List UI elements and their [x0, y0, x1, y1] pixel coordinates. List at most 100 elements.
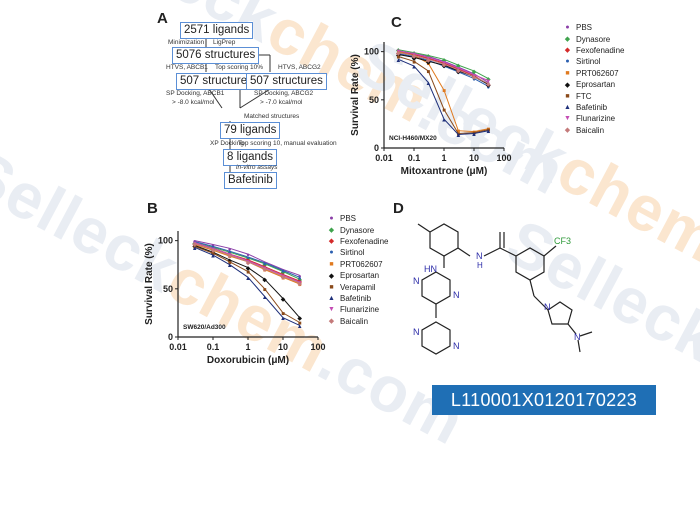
legend-marker: ■: [329, 260, 334, 268]
x-tick-label: 0.1: [207, 342, 220, 352]
data-point: ■: [263, 287, 267, 293]
legend-item: ▼ Flunarizine: [562, 113, 624, 124]
data-point: ●: [442, 65, 446, 71]
series-line: [398, 58, 489, 136]
data-point: ●: [298, 276, 302, 282]
data-point: ◆: [192, 242, 197, 248]
cell-line-label: SW620/Ad300: [183, 324, 226, 331]
data-point: ■: [457, 129, 461, 135]
legend-marker: ◆: [328, 227, 335, 235]
series-line: [398, 49, 489, 80]
legend-item: ◆ Fexofenadine: [562, 45, 625, 56]
data-point: ▲: [441, 118, 447, 124]
data-point: ▼: [297, 281, 303, 287]
data-point: ●: [298, 274, 302, 280]
data-point: ■: [263, 268, 267, 274]
legend-label: Eprosartan: [576, 80, 616, 90]
data-point: ◆: [262, 278, 267, 284]
series-line: [194, 246, 300, 326]
legend-label: PRT062607: [340, 259, 383, 269]
data-point: ■: [442, 108, 446, 114]
data-point: ▲: [262, 295, 268, 301]
legend-item: ◆ Baicalin: [562, 125, 624, 136]
data-point: ▲: [425, 81, 431, 87]
data-point: ■: [427, 62, 431, 68]
data-point: ■: [298, 321, 302, 327]
structure-label: HN: [424, 264, 437, 274]
flow-box: 8 ligands: [223, 149, 278, 166]
data-point: ▲: [280, 316, 286, 322]
flow-note: Matched structures: [244, 113, 300, 120]
data-point: ●: [487, 85, 491, 91]
legend-label: Flunarizine: [576, 114, 616, 124]
data-point: ▼: [395, 49, 401, 55]
data-point: ▲: [227, 263, 233, 269]
legend-label: Bafetinib: [340, 293, 372, 303]
structure-label: N: [453, 290, 460, 300]
structure-label: N: [413, 327, 420, 337]
y-tick-label: 100: [364, 47, 379, 57]
legend-label: Fexofenadine: [576, 45, 625, 55]
data-point: ■: [412, 60, 416, 66]
legend-item: ◆ Eprosartan: [326, 270, 388, 281]
data-point: ◆: [486, 77, 491, 83]
data-point: ◆: [396, 51, 401, 57]
series-line: [194, 242, 300, 280]
x-axis-label: Mitoxantrone (μM): [401, 166, 488, 177]
data-point: ◆: [426, 58, 431, 64]
panel-a-label: A: [157, 10, 168, 27]
data-point: ◆: [442, 58, 447, 64]
legend-marker: ●: [329, 215, 334, 223]
data-point: ▲: [411, 65, 417, 71]
series-line: [398, 53, 489, 87]
y-tick-label: 50: [369, 95, 379, 105]
legend-item: ▼ Flunarizine: [326, 304, 388, 315]
legend-item: ◆ Baicalin: [326, 316, 388, 327]
series-line: [398, 52, 489, 85]
legend-marker: ◆: [328, 318, 335, 326]
data-point: ◆: [262, 267, 267, 273]
panel-b-label: B: [147, 200, 158, 217]
flow-box: 2571 ligands: [180, 22, 254, 39]
catalog-code-badge: L110001X0120170223: [432, 385, 656, 415]
series-line: [194, 240, 300, 276]
series-line: [194, 242, 300, 283]
legend-marker: ◆: [564, 127, 571, 135]
data-point: ■: [487, 127, 491, 133]
flow-note: Minimization: [168, 39, 205, 46]
y-tick-label: 50: [163, 284, 173, 294]
legend-marker: ■: [565, 92, 570, 100]
x-tick-label: 100: [496, 153, 511, 163]
x-tick-label: 100: [310, 342, 325, 352]
legend-label: Dynasore: [576, 34, 611, 44]
data-point: ▼: [210, 247, 216, 253]
legend-item: ◆ Eprosartan: [562, 79, 624, 90]
data-point: ■: [298, 283, 302, 289]
data-point: ◆: [412, 56, 417, 62]
data-point: ▲: [395, 58, 401, 64]
legend-item: ● PBS: [562, 22, 624, 33]
legend-marker: ◆: [564, 36, 571, 44]
chart-b: 0.01 0.1 1 10 100 0 50 100 Doxorubicin (μM) Survi…: [144, 231, 326, 366]
legend-item: ● Sirtinol: [326, 247, 388, 258]
legend-marker: ▲: [328, 294, 335, 302]
data-point: ◆: [246, 260, 251, 266]
series-line: [398, 50, 489, 81]
data-point: ■: [228, 255, 232, 261]
data-point: ◆: [211, 248, 216, 254]
y-tick-label: 0: [168, 332, 173, 342]
data-point: ●: [228, 247, 232, 253]
data-point: ◆: [246, 266, 251, 272]
data-point: ◆: [297, 282, 302, 288]
data-point: ●: [246, 256, 250, 262]
legend-marker: ▲: [564, 103, 571, 111]
legend-label: Dynasore: [340, 225, 375, 235]
data-point: ◆: [442, 63, 447, 69]
legend-label: PBS: [340, 214, 357, 224]
series-line: [398, 56, 489, 135]
data-point: ●: [281, 269, 285, 275]
flow-note: HTVS, ABCB1: [166, 64, 208, 71]
data-point: ▲: [210, 254, 216, 260]
legend-b: ● PBS ◆ Dynasore ◆ Fexofenadine ● Sirtinol ■ PRT0…: [326, 213, 388, 327]
data-point: ◆: [442, 64, 447, 70]
